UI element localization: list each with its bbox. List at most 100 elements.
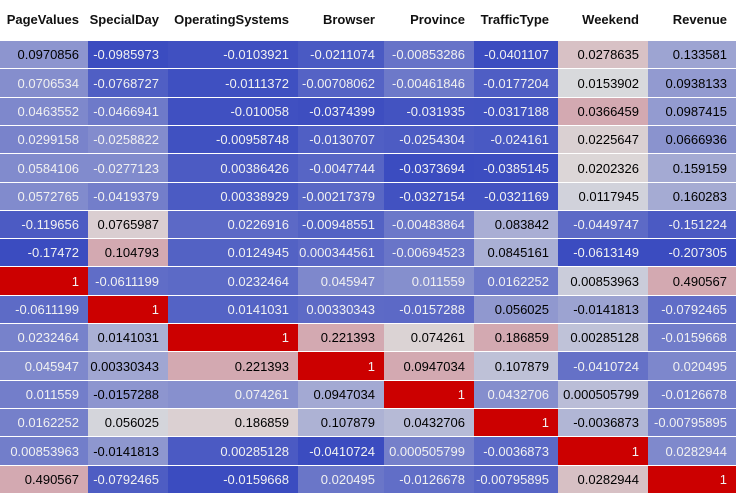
- table-cell: 0.000505799: [558, 381, 648, 408]
- table-cell: -0.00694523: [384, 239, 474, 266]
- column-header-browser: Browser: [322, 12, 375, 27]
- table-cell: -0.151224: [648, 211, 736, 238]
- table-cell: 1: [558, 437, 648, 465]
- table-cell: 0.0153902: [558, 69, 648, 97]
- table-cell: -0.0374399: [298, 98, 384, 125]
- table-cell: 0.0299158: [0, 126, 88, 153]
- table-cell: 1: [474, 409, 558, 436]
- table-cell: -0.207305: [648, 239, 736, 266]
- table-cell: -0.0111372: [168, 69, 298, 97]
- table-cell: 0.186859: [168, 409, 298, 436]
- table-cell: 0.0432706: [474, 381, 558, 408]
- table-cell: 0.0162252: [474, 267, 558, 295]
- table-cell: -0.0321169: [474, 183, 558, 210]
- table-cell: -0.0211074: [298, 41, 384, 68]
- table-cell: -0.00217379: [298, 183, 384, 210]
- table-cell: -0.0768727: [88, 69, 168, 97]
- table-cell: -0.0126678: [648, 381, 736, 408]
- table-cell: 0.0947034: [298, 381, 384, 408]
- column-header-province: Province: [410, 12, 465, 27]
- table-cell: 0.107879: [474, 352, 558, 380]
- table-cell: 0.000505799: [384, 437, 474, 465]
- table-cell: -0.00795895: [648, 409, 736, 436]
- table-cell: 0.00285128: [168, 437, 298, 465]
- table-cell: -0.0036873: [474, 437, 558, 465]
- table-cell: 0.074261: [168, 381, 298, 408]
- table-cell: -0.0141813: [88, 437, 168, 465]
- table-cell: 0.056025: [88, 409, 168, 436]
- table-cell: -0.00461846: [384, 69, 474, 97]
- column-header-revenue: Revenue: [672, 12, 727, 27]
- table-cell: -0.00958748: [168, 126, 298, 153]
- table-cell: -0.0258822: [88, 126, 168, 153]
- table-cell: 0.133581: [648, 41, 736, 68]
- table-cell: -0.00948551: [298, 211, 384, 238]
- table-cell: 0.0202326: [558, 154, 648, 182]
- table-cell: -0.00795895: [474, 466, 558, 493]
- table-cell: -0.0613149: [558, 239, 648, 266]
- table-cell: 1: [0, 267, 88, 295]
- table-cell: 0.0572765: [0, 183, 88, 210]
- table-cell: -0.0157288: [384, 296, 474, 323]
- column-header-weekend: Weekend: [582, 12, 639, 27]
- table-cell: -0.0047744: [298, 154, 384, 182]
- table-cell: 1: [88, 296, 168, 323]
- column-header-traffictype: TrafficType: [480, 12, 549, 27]
- table-cell: -0.0611199: [0, 296, 88, 323]
- table-cell: 0.00330343: [88, 352, 168, 380]
- table-cell: 0.020495: [298, 466, 384, 493]
- table-cell: -0.024161: [474, 126, 558, 153]
- table-cell: 0.083842: [474, 211, 558, 238]
- table-cell: 1: [384, 381, 474, 408]
- table-cell: -0.0401107: [474, 41, 558, 68]
- table-cell: 0.0584106: [0, 154, 88, 182]
- table-cell: -0.0159668: [168, 466, 298, 493]
- table-cell: 0.011559: [0, 381, 88, 408]
- table-cell: -0.0177204: [474, 69, 558, 97]
- table-cell: 0.221393: [298, 324, 384, 351]
- table-cell: -0.0159668: [648, 324, 736, 351]
- table-cell: 0.00386426: [168, 154, 298, 182]
- table-cell: -0.0410724: [558, 352, 648, 380]
- table-cell: 0.074261: [384, 324, 474, 351]
- table-cell: 0.0226916: [168, 211, 298, 238]
- table-cell: -0.0985973: [88, 41, 168, 68]
- table-cell: 0.0232464: [0, 324, 88, 351]
- column-header-operatingsystems: OperatingSystems: [174, 12, 289, 27]
- table-cell: 0.0282944: [648, 437, 736, 465]
- table-cell: -0.0385145: [474, 154, 558, 182]
- table-cell: -0.0157288: [88, 381, 168, 408]
- table-cell: -0.0611199: [88, 267, 168, 295]
- table-cell: 0.490567: [648, 267, 736, 295]
- table-cell: -0.0103921: [168, 41, 298, 68]
- table-cell: 0.0947034: [384, 352, 474, 380]
- table-cell: 0.0162252: [0, 409, 88, 436]
- table-cell: 0.221393: [168, 352, 298, 380]
- table-cell: -0.00483864: [384, 211, 474, 238]
- table-cell: -0.0277123: [88, 154, 168, 182]
- table-cell: -0.0141813: [558, 296, 648, 323]
- table-cell: -0.119656: [0, 211, 88, 238]
- table-cell: -0.00853286: [384, 41, 474, 68]
- table-cell: -0.0126678: [384, 466, 474, 493]
- table-cell: 0.160283: [648, 183, 736, 210]
- table-cell: 0.00330343: [298, 296, 384, 323]
- table-cell: 1: [168, 324, 298, 351]
- table-cell: 0.00853963: [0, 437, 88, 465]
- table-cell: 0.011559: [384, 267, 474, 295]
- table-cell: 0.0141031: [88, 324, 168, 351]
- table-cell: 0.045947: [298, 267, 384, 295]
- table-cell: 1: [648, 466, 736, 493]
- table-cell: -0.0792465: [648, 296, 736, 323]
- table-cell: 0.0970856: [0, 41, 88, 68]
- table-cell: 0.0278635: [558, 41, 648, 68]
- table-cell: 1: [298, 352, 384, 380]
- table-cell: -0.0792465: [88, 466, 168, 493]
- table-cell: 0.0282944: [558, 466, 648, 493]
- table-cell: -0.0410724: [298, 437, 384, 465]
- table-cell: 0.490567: [0, 466, 88, 493]
- table-cell: 0.0124945: [168, 239, 298, 266]
- table-cell: 0.0141031: [168, 296, 298, 323]
- table-cell: 0.159159: [648, 154, 736, 182]
